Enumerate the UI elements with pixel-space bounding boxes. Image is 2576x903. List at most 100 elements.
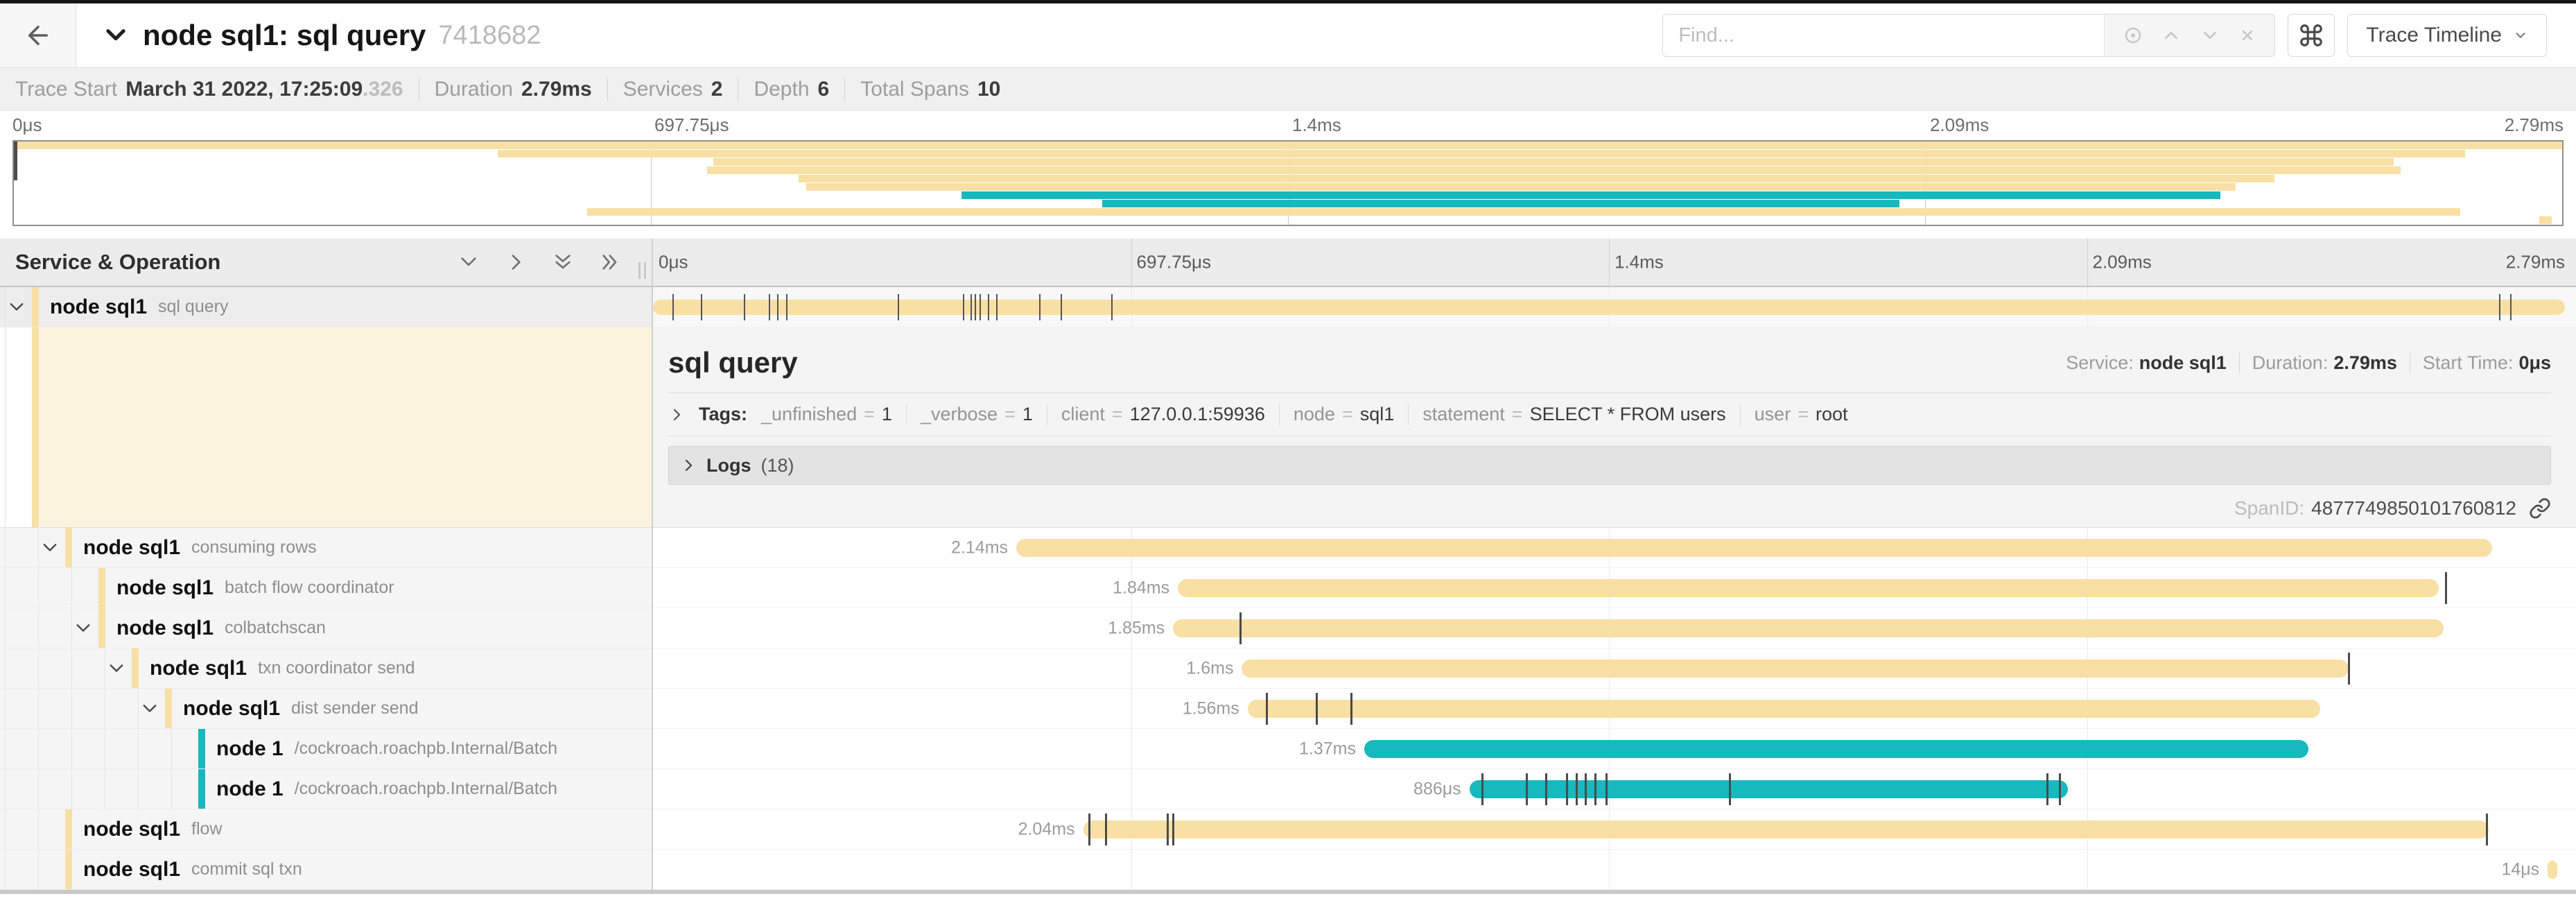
log-marker[interactable] [987,293,989,320]
log-marker[interactable] [1111,293,1113,320]
log-marker[interactable] [1605,773,1608,805]
span-expand-chevron[interactable] [7,298,26,317]
log-marker[interactable] [1239,612,1242,644]
find-clear-icon[interactable] [2238,26,2257,45]
span-tree-row[interactable]: node sql1 colbatchscan [0,608,652,648]
span-tree-row[interactable]: node 1/cockroach.roachpb.Internal/Batch [0,769,652,809]
log-marker[interactable] [1585,773,1587,805]
span-timeline-row[interactable]: 1.84ms [653,568,2576,608]
find-prev-icon[interactable] [2161,25,2182,46]
locate-icon[interactable] [2123,25,2143,46]
log-marker[interactable] [1088,813,1090,845]
log-marker[interactable] [2347,652,2350,685]
back-button[interactable] [0,3,76,67]
collapse-one-icon[interactable] [458,251,480,273]
span-bar[interactable] [1173,619,2444,637]
log-marker[interactable] [1481,773,1484,805]
view-selector-button[interactable]: Trace Timeline [2347,14,2547,57]
log-marker[interactable] [785,293,787,320]
log-marker[interactable] [1172,813,1175,845]
span-tree-row[interactable]: node sql1 flow [0,809,652,850]
log-marker[interactable] [1594,773,1597,805]
keyboard-shortcuts-button[interactable] [2288,14,2335,57]
find-next-icon[interactable] [2200,25,2220,46]
minimap-canvas[interactable] [12,140,2564,226]
span-expand-chevron[interactable] [140,699,159,719]
chevron-down-icon [2516,33,2525,38]
log-marker[interactable] [1526,773,1529,805]
expand-all-icon[interactable] [599,251,621,273]
indent-guide [5,769,6,809]
log-marker[interactable] [1728,773,1731,805]
log-marker[interactable] [1104,813,1107,845]
log-marker[interactable] [1060,293,1062,320]
log-marker[interactable] [672,293,674,320]
log-marker[interactable] [768,293,770,320]
log-marker[interactable] [1544,773,1547,805]
span-tree-row[interactable]: node sql1 dist sender send [0,689,652,729]
log-marker[interactable] [1266,692,1269,725]
span-expand-chevron[interactable] [107,659,126,678]
column-resize-handle[interactable] [638,262,646,279]
horizontal-scrollbar[interactable] [0,890,2576,894]
span-timeline-row[interactable]: 1.56ms [653,689,2576,729]
span-tree-row[interactable]: node sql1 consuming rows [0,528,652,568]
span-bar[interactable] [1178,578,2439,597]
start-time-value: 0μs [2518,352,2551,373]
log-marker[interactable] [2046,773,2048,805]
span-bar[interactable] [1364,739,2309,758]
log-marker[interactable] [962,293,964,320]
tags-accordion[interactable]: Tags: _unfinished = 1 _verbose = 1 client = 127.… [668,393,2551,436]
expand-one-icon[interactable] [505,251,527,273]
span-timeline-row[interactable]: 2.04ms [653,809,2576,850]
span-timeline-row[interactable]: 1.37ms [653,729,2576,769]
span-bar[interactable] [1247,699,2320,718]
log-marker[interactable] [701,293,703,320]
log-marker[interactable] [743,293,745,320]
span-tree-row[interactable]: node sql1 txn coordinator send [0,648,652,689]
span-tree-row[interactable]: node sql1 batch flow coordinator [0,568,652,608]
log-marker[interactable] [2058,773,2061,805]
span-bar[interactable] [1083,820,2489,839]
log-marker[interactable] [979,293,981,320]
span-tree-row[interactable]: node sql1 sql query [0,287,652,327]
span-tree-row[interactable]: node 1/cockroach.roachpb.Internal/Batch [0,729,652,769]
deep-link-button[interactable] [2529,497,2551,519]
logs-accordion[interactable]: Logs (18) [668,446,2551,485]
log-marker[interactable] [1166,813,1169,845]
log-marker[interactable] [1350,692,1352,725]
span-expand-chevron[interactable] [73,619,93,638]
log-marker[interactable] [1316,692,1319,725]
collapse-trace-chevron[interactable] [103,22,129,49]
span-bar[interactable] [653,299,2565,315]
span-bar[interactable] [1469,780,2068,798]
span-timeline-row[interactable]: 1.6ms [653,648,2576,689]
span-bar[interactable] [1242,659,2349,678]
log-marker[interactable] [970,293,972,320]
log-marker[interactable] [1576,773,1578,805]
find-input[interactable] [1663,15,2105,56]
span-timeline-row[interactable] [653,287,2576,327]
span-duration-label: 886μs [1413,779,1461,798]
log-marker[interactable] [996,293,998,320]
log-marker[interactable] [2510,293,2512,320]
log-marker[interactable] [1566,773,1569,805]
span-expand-chevron[interactable] [40,538,60,558]
log-marker[interactable] [974,293,976,320]
span-timeline-row[interactable]: 14μs [653,850,2576,890]
span-bar[interactable] [2548,860,2557,879]
log-marker[interactable] [776,293,778,320]
log-marker[interactable] [2499,293,2501,320]
span-tree-row[interactable]: node sql1 commit sql txn [0,850,652,890]
log-marker[interactable] [897,293,899,320]
span-timeline-row[interactable]: 1.85ms [653,608,2576,648]
span-timeline-row[interactable]: 2.14ms [653,528,2576,568]
log-marker[interactable] [2445,571,2448,604]
log-marker[interactable] [1039,293,1041,320]
collapse-all-icon[interactable] [552,251,574,273]
span-bar[interactable] [1016,538,2493,557]
span-name: node sql1 dist sender send [183,689,418,728]
span-timeline-row[interactable]: 886μs [653,769,2576,809]
log-marker[interactable] [2485,813,2488,845]
viewport-left-scrubber[interactable] [14,141,17,180]
